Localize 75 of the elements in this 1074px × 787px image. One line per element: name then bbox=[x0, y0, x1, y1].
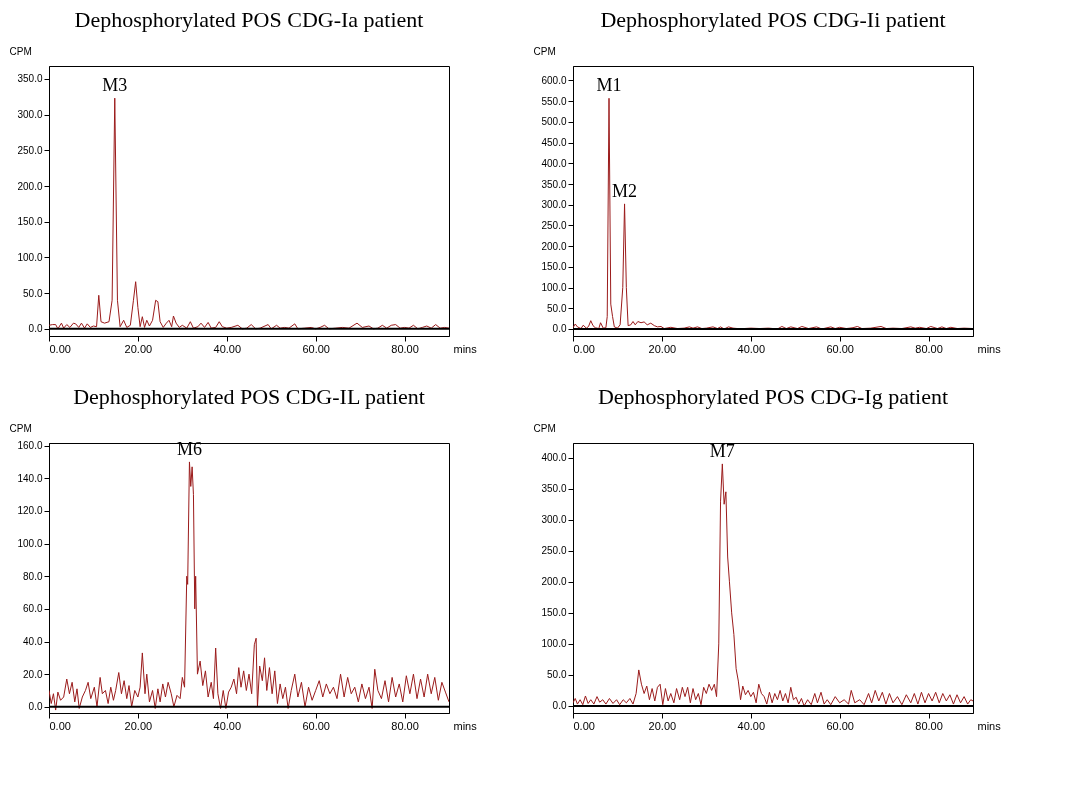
x-tick-label: 0.00 bbox=[49, 342, 71, 355]
y-tick-label: 400.0 bbox=[541, 452, 567, 464]
y-axis-title: CPM bbox=[533, 45, 556, 57]
annotation: M7 bbox=[709, 440, 735, 461]
x-tick-label: 60.00 bbox=[302, 719, 330, 732]
x-tick-label: 40.00 bbox=[213, 342, 242, 355]
x-tick-label: 40.00 bbox=[213, 719, 242, 732]
chart-title: Dephosphorylated POS CDG-IL patient bbox=[73, 384, 425, 409]
x-tick-label: 80.00 bbox=[915, 719, 943, 732]
x-axis-title: mins bbox=[977, 342, 1002, 355]
y-tick-label: 150.0 bbox=[541, 261, 567, 273]
x-tick-label: 40.00 bbox=[737, 719, 766, 732]
chart-title: Dephosphorylated POS CDG-Ia patient bbox=[74, 7, 424, 32]
x-tick-label: 40.00 bbox=[737, 342, 766, 355]
chart-title: Dephosphorylated POS CDG-Ig patient bbox=[597, 384, 949, 409]
y-tick-label: 550.0 bbox=[541, 95, 567, 107]
y-tick-label: 0.0 bbox=[28, 701, 43, 713]
x-tick-label: 20.00 bbox=[648, 342, 677, 355]
y-tick-label: 200.0 bbox=[17, 180, 43, 192]
y-tick-label: 100.0 bbox=[541, 282, 567, 294]
x-tick-label: 20.00 bbox=[648, 719, 677, 732]
y-tick-label: 100.0 bbox=[541, 638, 567, 650]
y-axis-title: CPM bbox=[9, 422, 32, 434]
y-tick-label: 160.0 bbox=[17, 440, 43, 452]
x-tick-label: 60.00 bbox=[302, 342, 330, 355]
y-tick-label: 350.0 bbox=[541, 483, 567, 495]
y-tick-label: 350.0 bbox=[17, 73, 43, 85]
y-tick-label: 300.0 bbox=[541, 199, 567, 211]
y-tick-label: 350.0 bbox=[541, 178, 567, 190]
x-axis-title: mins bbox=[977, 719, 1002, 732]
chart-title: Dephosphorylated POS CDG-Ii patient bbox=[600, 7, 946, 32]
y-tick-label: 40.0 bbox=[23, 636, 43, 647]
y-tick-label: 300.0 bbox=[17, 109, 43, 121]
x-tick-label: 20.00 bbox=[124, 719, 153, 732]
x-tick-label: 60.00 bbox=[826, 342, 854, 355]
x-axis-title: mins bbox=[453, 719, 478, 732]
annotation: M3 bbox=[102, 75, 128, 96]
y-tick-label: 500.0 bbox=[541, 116, 567, 128]
y-tick-label: 150.0 bbox=[541, 607, 567, 619]
y-tick-label: 100.0 bbox=[17, 251, 43, 263]
y-tick-label: 0.0 bbox=[552, 700, 567, 712]
y-tick-label: 60.0 bbox=[23, 603, 43, 615]
y-tick-label: 120.0 bbox=[17, 505, 43, 517]
y-tick-label: 600.0 bbox=[541, 74, 567, 86]
y-tick-label: 300.0 bbox=[541, 514, 567, 526]
x-tick-label: 80.00 bbox=[391, 719, 419, 732]
annotation: M1 bbox=[596, 75, 622, 96]
y-tick-label: 140.0 bbox=[17, 472, 43, 484]
y-tick-label: 0.0 bbox=[28, 323, 43, 335]
x-tick-label: 20.00 bbox=[124, 342, 153, 355]
y-tick-label: 50.0 bbox=[23, 287, 43, 299]
x-tick-label: 0.00 bbox=[573, 342, 595, 355]
x-tick-label: 60.00 bbox=[826, 719, 854, 732]
y-tick-label: 250.0 bbox=[541, 545, 567, 557]
y-axis-title: CPM bbox=[533, 422, 556, 434]
y-tick-label: 50.0 bbox=[547, 669, 567, 681]
y-axis-title: CPM bbox=[9, 45, 32, 57]
x-axis-title: mins bbox=[453, 342, 478, 355]
annotation: M2 bbox=[612, 180, 638, 201]
y-tick-label: 150.0 bbox=[17, 216, 43, 228]
y-tick-label: 450.0 bbox=[541, 137, 567, 149]
y-tick-label: 250.0 bbox=[541, 219, 567, 231]
y-tick-label: 400.0 bbox=[541, 157, 567, 169]
y-tick-label: 200.0 bbox=[541, 576, 567, 588]
y-tick-label: 80.0 bbox=[23, 570, 43, 582]
y-tick-label: 20.0 bbox=[23, 668, 43, 680]
x-tick-label: 0.00 bbox=[573, 719, 595, 732]
y-tick-label: 0.0 bbox=[552, 323, 567, 335]
y-tick-label: 50.0 bbox=[547, 302, 567, 314]
x-tick-label: 80.00 bbox=[915, 342, 943, 355]
x-tick-label: 80.00 bbox=[391, 342, 419, 355]
y-tick-label: 200.0 bbox=[541, 240, 567, 252]
y-tick-label: 250.0 bbox=[17, 144, 43, 156]
x-tick-label: 0.00 bbox=[49, 719, 71, 732]
y-tick-label: 100.0 bbox=[17, 538, 43, 550]
